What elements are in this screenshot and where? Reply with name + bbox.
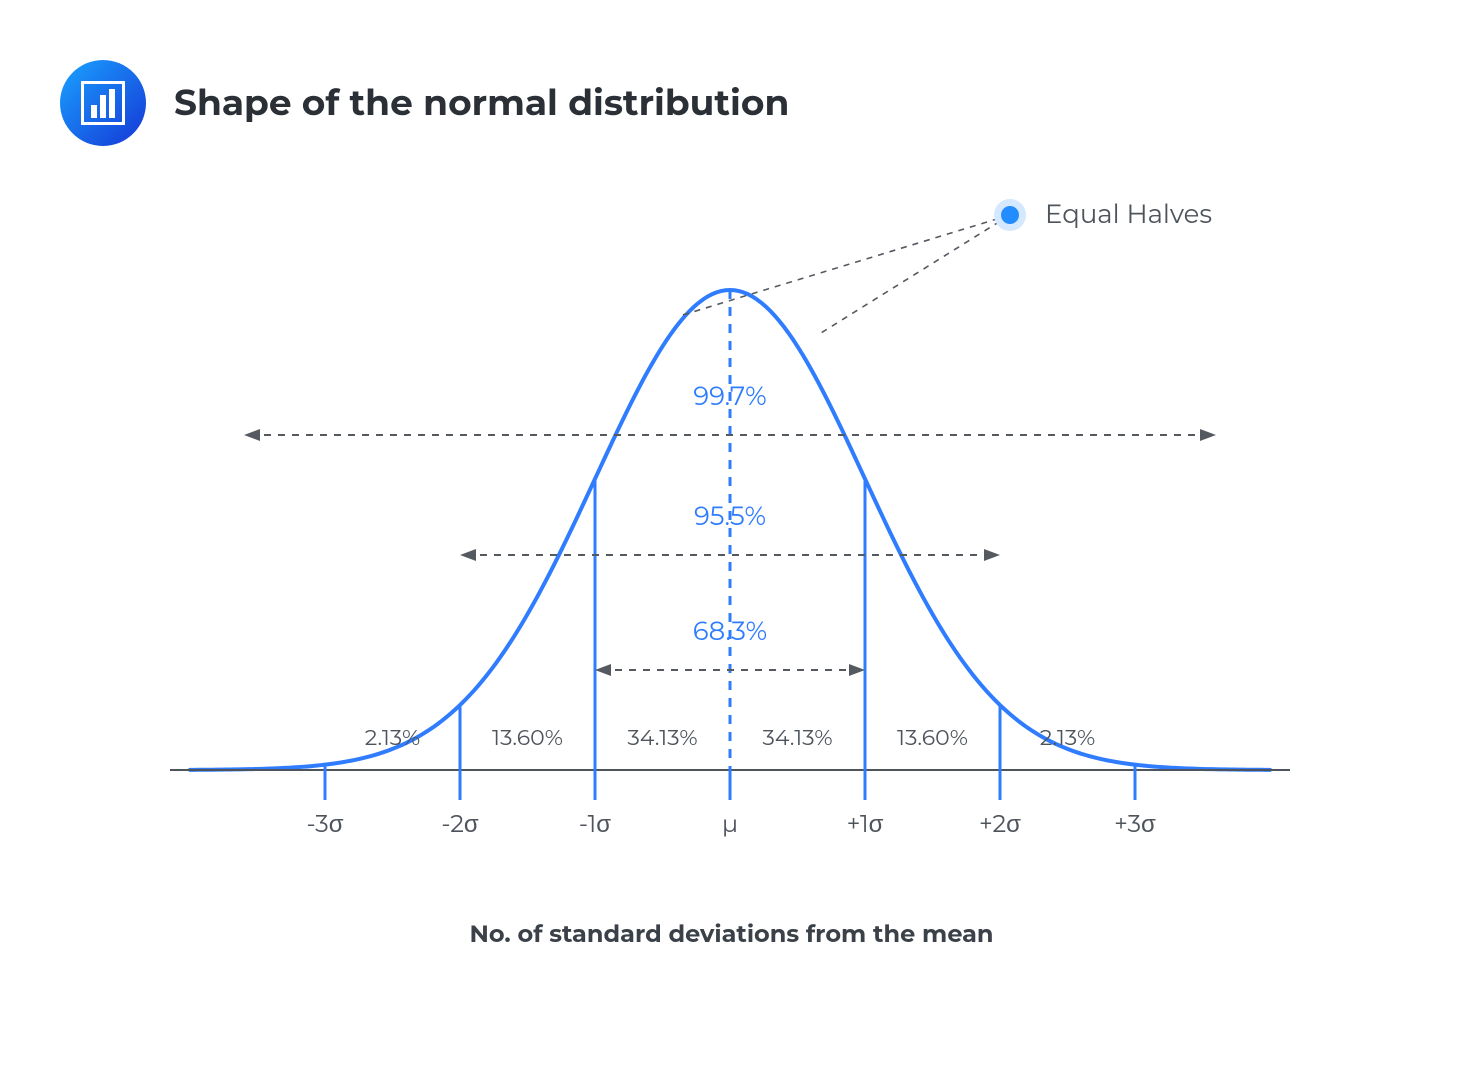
arrowhead (595, 664, 611, 676)
figure-title: Shape of the normal distribution (174, 81, 789, 125)
equal-halves-pointer (818, 215, 1010, 335)
tick-label: +1σ (847, 810, 884, 839)
region-percent-label: 34.13% (627, 724, 697, 751)
figure-header: Shape of the normal distribution (60, 60, 789, 146)
figure-canvas: Shape of the normal distribution -3σ-2σ-… (0, 0, 1463, 1065)
arrowhead (849, 664, 865, 676)
tick-label: μ (722, 810, 738, 839)
arrowhead (244, 429, 260, 441)
arrowhead (984, 549, 1000, 561)
equal-halves-pointer (683, 215, 1010, 315)
tick-label: -2σ (441, 810, 479, 839)
span-percent-label: 68.3% (693, 615, 767, 647)
x-axis-caption: No. of standard deviations from the mean (0, 920, 1463, 949)
distribution-chart: -3σ -2σ -1σ μ +1σ +2σ +3σ 2.13% 13.60% 34.13% 34.1… (170, 170, 1290, 900)
chart-area: -3σ -2σ -1σ μ +1σ +2σ +3σ 2.13% 13.60% 34.13% 34.1… (170, 170, 1290, 900)
span-percent-label: 95.5% (694, 500, 766, 532)
tick-label: +2σ (979, 810, 1021, 839)
tick-label: -3σ (306, 810, 343, 839)
region-percent-label: 13.60% (492, 724, 563, 751)
region-percent-label: 2.13% (1040, 724, 1095, 751)
region-percent-label: 13.60% (897, 724, 968, 751)
bar-chart-glyph (81, 81, 125, 125)
region-percent-label: 2.13% (365, 724, 420, 751)
arrowhead (1200, 429, 1216, 441)
legend-label: Equal Halves (1045, 198, 1212, 230)
span-percent-label: 99.7% (693, 380, 766, 412)
legend-dot (1001, 206, 1019, 224)
chart-icon (60, 60, 146, 146)
tick-label: -1σ (579, 810, 611, 839)
tick-label: +3σ (1114, 810, 1156, 839)
region-percent-label: 34.13% (762, 724, 832, 751)
arrowhead (460, 549, 476, 561)
